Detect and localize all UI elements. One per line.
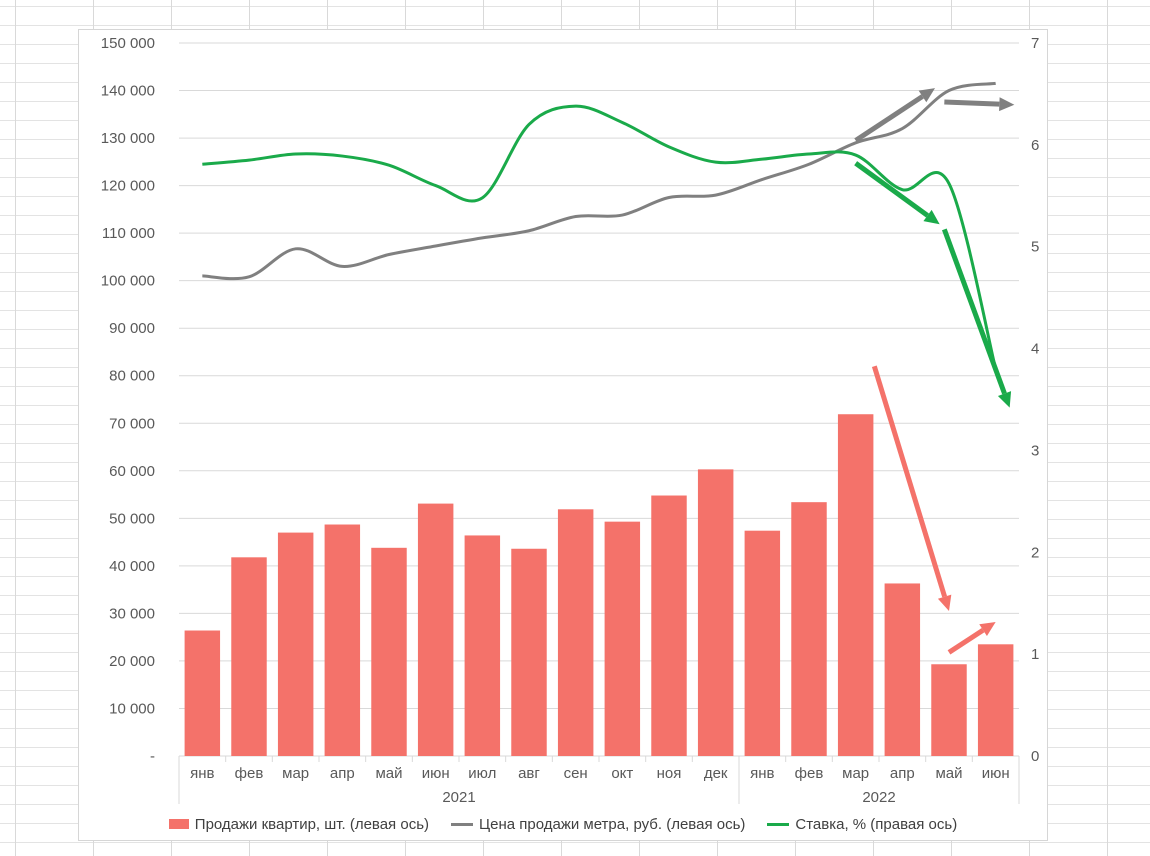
line-rate (202, 104, 998, 370)
trend-arrow (871, 365, 948, 598)
trend-arrow-head (937, 594, 952, 612)
x-tick-label: дек (704, 765, 728, 782)
trend-arrow-head (979, 621, 996, 637)
bar-sales (464, 535, 501, 756)
x-tick-label: янв (190, 765, 214, 782)
x-tick-label: мар (282, 765, 309, 782)
legend-label-price: Цена продажи метра, руб. (левая ось) (479, 815, 746, 833)
right-tick-label: 5 (1031, 239, 1039, 256)
left-tick-label: 120 000 (101, 178, 155, 195)
left-tick-label: 140 000 (101, 83, 155, 100)
line-price (202, 81, 996, 281)
legend-item-rate: Ставка, % (правая ось) (767, 816, 957, 833)
right-tick-label: 7 (1031, 35, 1039, 52)
x-tick-label: май (375, 765, 402, 782)
x-tick-label: апр (330, 765, 355, 782)
combo-chart: - 10 000 20 000 30 000 40 000 50 000 60 000 70 … (101, 35, 1040, 806)
left-tick-label: 90 000 (109, 320, 155, 337)
x-tick-label: сен (564, 765, 588, 782)
legend-swatch-price (451, 822, 474, 826)
legend-label-sales: Продажи квартир, шт. (левая ось) (194, 815, 430, 833)
x-tick-label: янв (750, 765, 774, 782)
bar-sales (511, 548, 547, 756)
bar-sales (884, 583, 921, 756)
bar-sales (697, 469, 734, 756)
left-tick-label: 10 000 (109, 700, 155, 717)
trend-arrow-head (997, 391, 1012, 408)
right-tick-label: 4 (1031, 341, 1039, 358)
left-tick-label: 60 000 (109, 463, 155, 480)
left-tick-label: 70 000 (109, 415, 155, 432)
x-tick-label: мар (842, 765, 869, 782)
chart-area: - 10 000 20 000 30 000 40 000 50 000 60 000 70 … (78, 29, 1048, 841)
axis-labels: - 10 000 20 000 30 000 40 000 50 000 60 000 70 … (101, 35, 1040, 806)
left-tick-label: 40 000 (109, 558, 155, 575)
left-tick-label: 30 000 (109, 605, 155, 622)
trend-arrow (941, 228, 1007, 395)
trend-arrow-head (999, 97, 1015, 112)
trend-arrow (947, 628, 985, 655)
legend-label-rate: Ставка, % (правая ось) (795, 815, 958, 833)
x-tick-label: фев (795, 765, 824, 782)
bar-sales (651, 495, 687, 756)
lines-layer (202, 81, 998, 370)
left-tick-label: 50 000 (109, 510, 155, 527)
legend-swatch-sales (168, 819, 189, 829)
trend-arrow (944, 99, 1000, 107)
bars-sales (184, 414, 1014, 756)
x-tick-label: ноя (657, 765, 682, 782)
trend-arrow-head (918, 88, 935, 103)
trend-arrow-head (923, 209, 940, 225)
right-tick-label: 6 (1031, 137, 1039, 154)
bar-sales (791, 502, 827, 756)
bar-sales (371, 547, 407, 756)
bar-sales (231, 557, 267, 756)
x-tick-label: май (935, 765, 962, 782)
bar-sales (184, 630, 221, 756)
left-tick-label: - (150, 748, 155, 765)
x-group-label: 2021 (442, 789, 475, 806)
right-tick-label: 0 (1031, 748, 1039, 765)
bar-sales (604, 521, 641, 756)
x-tick-label: июн (422, 765, 450, 782)
trend-arrow (854, 161, 930, 218)
trend-arrow (854, 94, 924, 143)
bar-sales (931, 664, 967, 756)
x-tick-label: фев (235, 765, 264, 782)
right-tick-label: 2 (1031, 544, 1039, 561)
trend-arrows (854, 88, 1015, 655)
x-tick-label: окт (611, 765, 633, 782)
x-tick-label: авг (518, 765, 540, 782)
legend: Продажи квартир, шт. (левая ось) Цена пр… (78, 812, 1048, 836)
left-tick-label: 100 000 (101, 273, 155, 290)
right-tick-label: 3 (1031, 442, 1039, 459)
left-tick-label: 20 000 (109, 653, 155, 670)
bar-sales (277, 532, 314, 756)
x-tick-label: июн (982, 765, 1010, 782)
legend-item-sales: Продажи квартир, шт. (левая ось) (168, 815, 430, 833)
bar-sales (417, 503, 454, 756)
legend-swatch-rate (767, 822, 790, 826)
bar-sales (324, 524, 361, 756)
left-tick-label: 130 000 (101, 130, 155, 147)
right-tick-label: 1 (1031, 646, 1039, 663)
bar-sales (744, 530, 781, 756)
bar-sales (837, 414, 874, 756)
left-tick-label: 150 000 (101, 35, 155, 52)
x-tick-label: апр (890, 765, 915, 782)
left-tick-label: 110 000 (102, 225, 155, 242)
left-tick-label: 80 000 (109, 368, 155, 385)
x-tick-label: июл (468, 765, 496, 782)
bar-sales (557, 509, 594, 756)
x-group-label: 2022 (862, 789, 895, 806)
legend-item-price: Цена продажи метра, руб. (левая ось) (451, 816, 745, 833)
bar-sales (977, 644, 1014, 756)
